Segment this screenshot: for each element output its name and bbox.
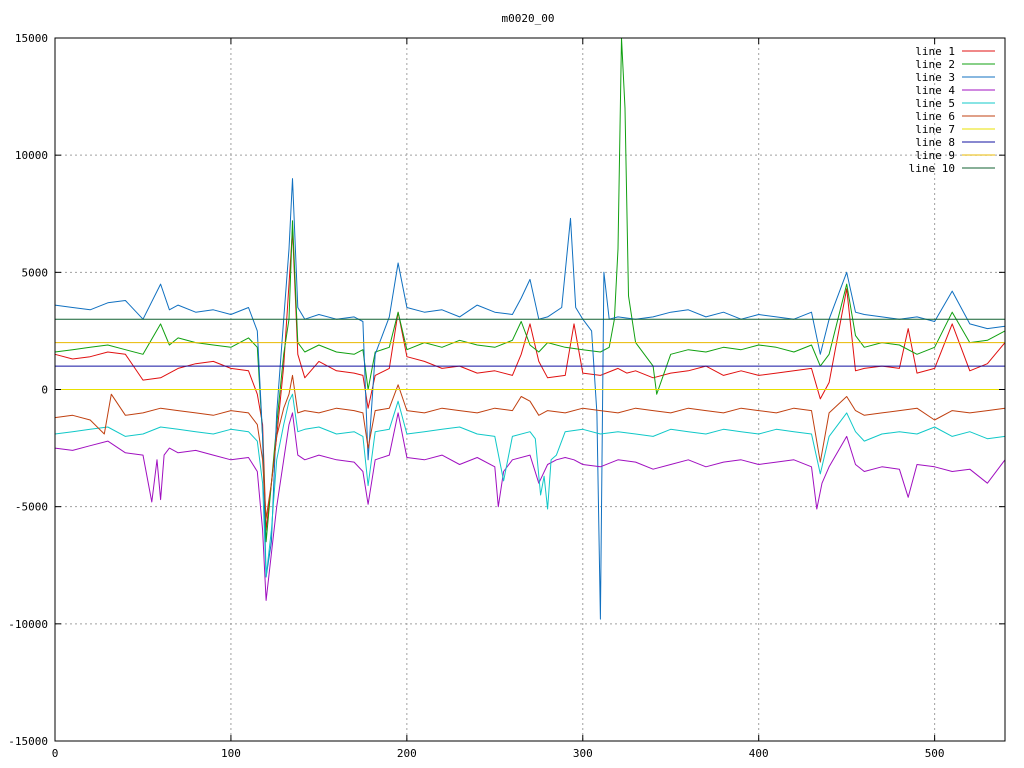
y-tick-label: 5000	[22, 266, 49, 279]
chart-title: m0020_00	[502, 12, 555, 25]
legend-label: line 10	[909, 162, 955, 175]
series-line-1	[54, 229, 1006, 531]
x-tick-label: 100	[221, 747, 241, 760]
legend-label: line 6	[915, 110, 955, 123]
y-tick-label: -10000	[8, 618, 48, 631]
x-tick-label: 300	[573, 747, 593, 760]
legend-label: line 7	[915, 123, 955, 136]
series-line-5	[54, 393, 1006, 578]
x-tick-label: 200	[397, 747, 417, 760]
series-line-3	[54, 178, 1006, 620]
y-tick-label: -5000	[15, 501, 48, 514]
legend-label: line 8	[915, 136, 955, 149]
y-tick-label: 0	[41, 384, 48, 397]
y-tick-label: -15000	[8, 735, 48, 748]
legend-label: line 4	[915, 84, 955, 97]
x-tick-label: 0	[52, 747, 59, 760]
x-tick-label: 500	[925, 747, 945, 760]
series-lines	[54, 37, 1006, 620]
legend-label: line 3	[915, 71, 955, 84]
y-tick-label: 15000	[15, 32, 48, 45]
legend-label: line 1	[915, 45, 955, 58]
legend-label: line 9	[915, 149, 955, 162]
series-line-6	[54, 374, 1006, 519]
tick-labels: 0 100 200 300 400 500 -15000 -10000 -5000 0 5000 10…	[8, 32, 1005, 760]
legend-label: line 5	[915, 97, 955, 110]
series-line-4	[54, 412, 1006, 601]
legend-label: line 2	[915, 58, 955, 71]
series-line-2	[54, 37, 1006, 543]
y-tick-label: 10000	[15, 149, 48, 162]
x-tick-label: 400	[749, 747, 769, 760]
